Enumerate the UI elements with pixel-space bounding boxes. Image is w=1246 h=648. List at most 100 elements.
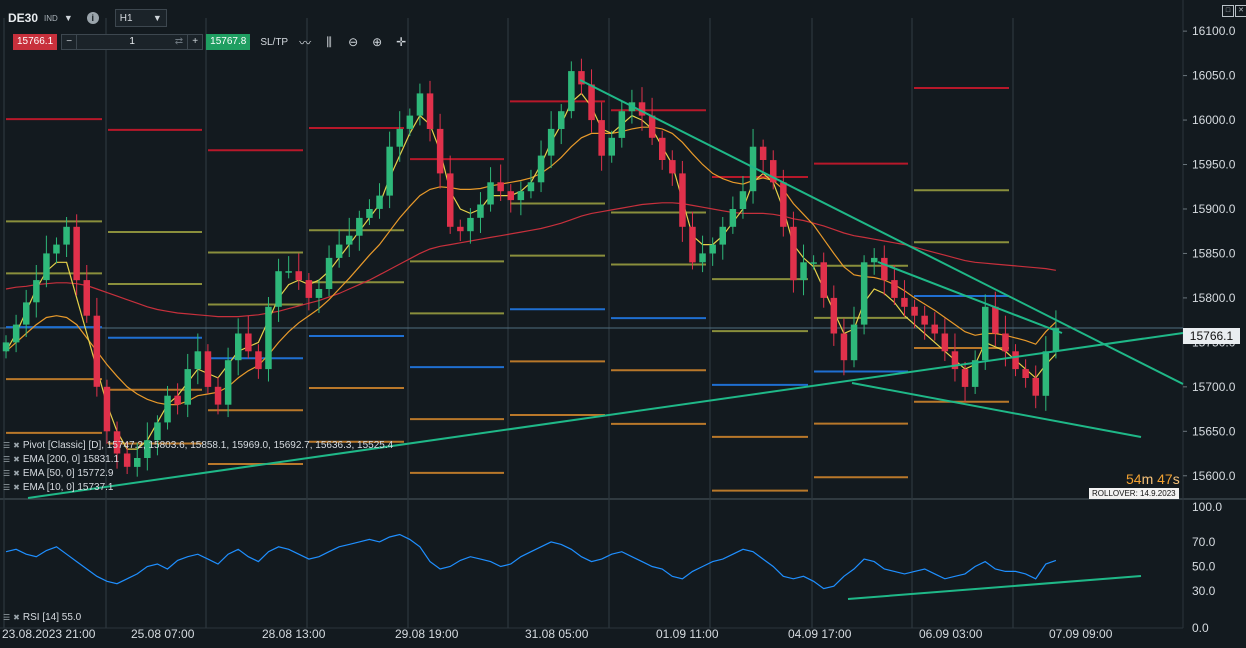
bear-candle: [295, 271, 302, 281]
legend-ema50[interactable]: ☰ ✖ EMA [50, 0] 15772.9: [3, 468, 114, 479]
rsi-tick-label: 30.0: [1192, 584, 1216, 598]
close-icon[interactable]: ✕: [1235, 5, 1246, 17]
quantity-value: 1: [129, 36, 135, 47]
bear-candle: [204, 351, 212, 387]
bull-candle: [608, 137, 615, 156]
cycle-icon[interactable]: ⇄: [174, 36, 184, 47]
trade-bar: 15766.1 − 1 ⇄ + 15767.8 SL/TP 〰 ⫼ ⊖ ⊕ ✛: [13, 34, 408, 50]
bear-candle: [921, 315, 928, 325]
info-icon[interactable]: i: [86, 12, 99, 24]
remove-icon[interactable]: ✖: [13, 469, 20, 478]
bear-candle: [840, 333, 848, 361]
trendline: [579, 79, 1184, 385]
bull-candle: [719, 226, 726, 245]
bear-candle: [447, 173, 454, 227]
maximize-icon[interactable]: □: [1222, 5, 1234, 17]
legend-ema10[interactable]: ☰ ✖ EMA [10, 0] 15737.1: [3, 482, 114, 493]
bull-candle: [23, 302, 30, 325]
bear-candle: [83, 280, 90, 316]
bear-candle: [881, 257, 888, 281]
remove-icon[interactable]: ✖: [13, 441, 20, 450]
candles-icon[interactable]: ⫼: [326, 34, 332, 49]
decrease-button[interactable]: −: [62, 35, 78, 49]
quantity-input[interactable]: 1 ⇄: [77, 35, 187, 49]
bear-candle: [648, 115, 656, 138]
price-tick-label: 15900.0: [1192, 202, 1236, 216]
bull-candle: [285, 271, 292, 273]
bull-candle: [871, 257, 878, 263]
legend-pivot[interactable]: ☰ ✖ Pivot [Classic] [D], 15747.2, 15803.6,…: [3, 440, 393, 451]
symbol-dropdown-icon[interactable]: ▼: [63, 13, 73, 23]
remove-icon[interactable]: ✖: [13, 613, 20, 622]
bear-candle: [1012, 351, 1019, 370]
bull-candle: [739, 191, 747, 209]
bear-candle: [911, 306, 918, 316]
sltp-button[interactable]: SL/TP: [260, 36, 289, 48]
bull-candle: [558, 111, 565, 129]
bull-candle: [134, 458, 141, 467]
rsi-tick-label: 100.0: [1192, 500, 1222, 514]
settings-icon[interactable]: ☰: [3, 455, 11, 464]
bull-candle: [376, 195, 383, 209]
settings-icon[interactable]: ☰: [3, 441, 11, 450]
bear-candle: [1032, 377, 1039, 396]
symbol-label[interactable]: DE30: [8, 11, 39, 25]
increase-button[interactable]: +: [187, 35, 202, 49]
bear-candle: [426, 93, 434, 129]
bull-candle: [547, 128, 555, 156]
bull-candle: [386, 146, 393, 196]
line-chart-icon[interactable]: 〰: [299, 35, 312, 50]
time-tick-label: 25.08 07:00: [131, 627, 195, 641]
legend-rsi[interactable]: ☰ ✖ RSI [14] 55.0: [3, 612, 81, 623]
price-tick-label: 15850.0: [1192, 246, 1236, 260]
symbol-type: IND: [44, 13, 58, 23]
bull-candle: [33, 280, 40, 303]
remove-icon[interactable]: ✖: [13, 483, 20, 492]
bull-candle: [2, 342, 10, 352]
price-tick-label: 15600.0: [1192, 469, 1236, 483]
bear-candle: [659, 137, 666, 160]
sell-button[interactable]: 15766.1: [13, 34, 58, 50]
price-tick-label: 16000.0: [1192, 113, 1236, 127]
settings-icon[interactable]: ☰: [3, 469, 11, 478]
bear-candle: [578, 71, 585, 85]
settings-icon[interactable]: ☰: [3, 613, 11, 622]
bear-candle: [689, 226, 696, 263]
bull-candle: [517, 191, 525, 201]
bull-candle: [12, 324, 20, 343]
bear-candle: [790, 226, 797, 281]
rsi-panel: [5, 533, 1142, 600]
crosshair-icon[interactable]: ✛: [396, 35, 407, 49]
rollover-badge: ROLLOVER: 14.9.2023: [1089, 488, 1179, 499]
buy-button[interactable]: 15767.8: [206, 34, 251, 50]
price-axis: 15600.015650.015700.015750.015800.015850…: [1183, 24, 1236, 635]
settings-icon[interactable]: ☰: [3, 483, 11, 492]
bull-candle: [366, 209, 373, 218]
bull-candle: [860, 262, 868, 325]
bear-candle: [457, 226, 464, 232]
bull-candle: [982, 306, 989, 361]
trendline: [27, 332, 1184, 499]
zoom-in-icon[interactable]: ⊕: [372, 35, 383, 49]
bear-candle: [951, 351, 959, 370]
bull-candle: [356, 217, 363, 236]
bull-candle: [568, 71, 575, 112]
bull-candle: [709, 244, 716, 254]
price-tick-label: 15700.0: [1192, 380, 1236, 394]
bull-candle: [477, 204, 484, 218]
bear-candle: [1002, 333, 1009, 352]
quantity-stepper[interactable]: − 1 ⇄ +: [61, 34, 204, 50]
remove-icon[interactable]: ✖: [13, 455, 20, 464]
bull-candle: [184, 369, 191, 405]
ema-lines: [5, 92, 1057, 450]
chart-toolbar: DE30 IND ▼ i H1 ▼: [8, 8, 167, 28]
timeframe-select[interactable]: H1 ▼: [114, 9, 167, 27]
bear-candle: [992, 306, 999, 334]
bear-candle: [497, 182, 504, 192]
candle-timer: 54m 47s: [1126, 471, 1180, 487]
rsi-trendline: [847, 575, 1142, 600]
bear-candle: [669, 160, 676, 174]
legend-ema200[interactable]: ☰ ✖ EMA [200, 0] 15831.1: [3, 454, 119, 465]
zoom-out-icon[interactable]: ⊖: [348, 35, 359, 49]
timer-seconds: 47: [1157, 471, 1173, 487]
